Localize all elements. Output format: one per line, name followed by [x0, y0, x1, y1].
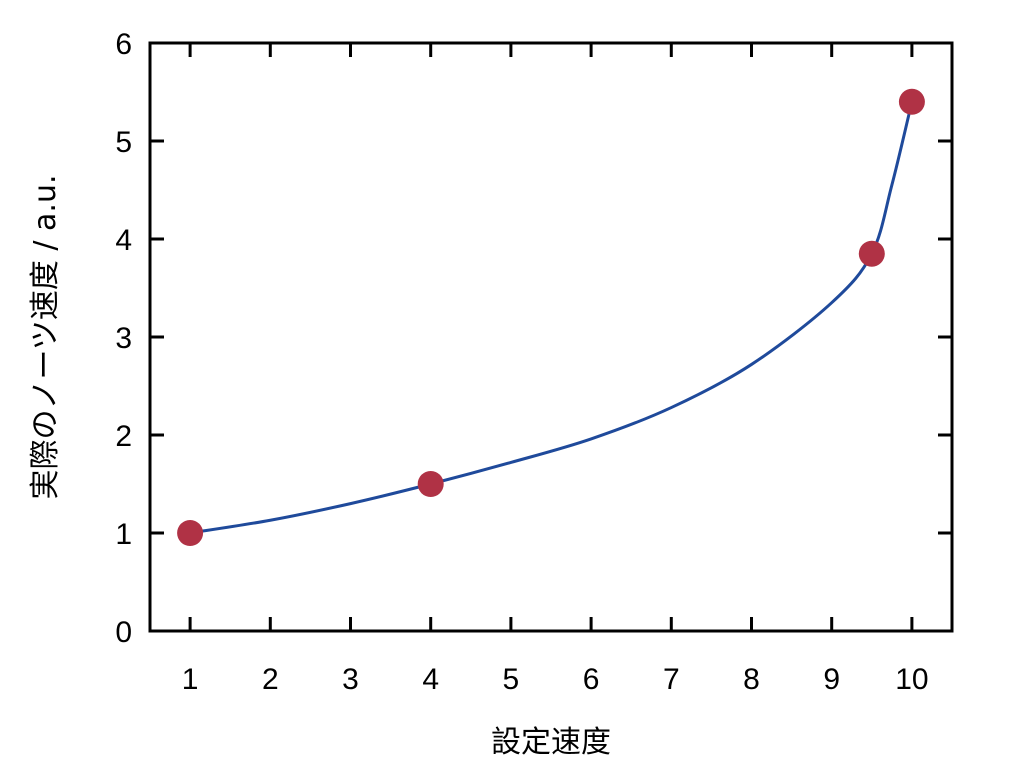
x-tick-label: 5	[503, 663, 520, 696]
y-axis-label: 実際のノーツ速度 / a.u.	[28, 174, 63, 499]
x-tick-label: 1	[182, 663, 199, 696]
y-tick-label: 4	[115, 224, 132, 257]
y-tick-label: 2	[115, 420, 132, 453]
x-tick-label: 6	[583, 663, 600, 696]
data-point	[898, 88, 925, 115]
fit-curve	[189, 101, 914, 535]
y-tick-label: 6	[115, 28, 132, 61]
y-tick-label: 5	[115, 126, 132, 159]
x-tick-label: 7	[663, 663, 680, 696]
data-point	[858, 240, 885, 267]
x-axis-label: 設定速度	[491, 725, 611, 760]
y-tick-label: 1	[115, 518, 132, 551]
data-point	[177, 520, 204, 546]
x-tick-label: 3	[342, 663, 359, 696]
y-tick-label: 3	[115, 322, 132, 355]
x-tick-label: 2	[262, 663, 279, 696]
tick-labels: 1 2 3 4 5 6 7 8 9 10 0 1 2 3 4 5 6	[115, 28, 928, 696]
plot-frame	[148, 41, 954, 633]
data-points	[177, 88, 925, 546]
x-tick-label: 10	[895, 663, 928, 696]
x-tick-label: 9	[823, 663, 840, 696]
y-tick-label: 0	[115, 616, 132, 649]
x-tick-label: 8	[743, 663, 760, 696]
x-tick-label: 4	[422, 663, 439, 696]
ticks	[150, 41, 952, 633]
data-point	[417, 471, 444, 497]
